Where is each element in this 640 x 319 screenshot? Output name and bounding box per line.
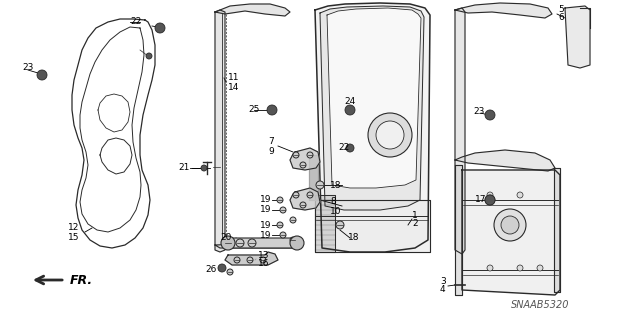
- Text: 17: 17: [475, 196, 486, 204]
- Polygon shape: [309, 155, 318, 200]
- Circle shape: [221, 236, 235, 250]
- Polygon shape: [215, 4, 290, 16]
- Polygon shape: [315, 3, 430, 252]
- Text: FR.: FR.: [70, 273, 93, 286]
- Circle shape: [247, 257, 253, 263]
- Circle shape: [485, 195, 495, 205]
- Text: 3: 3: [440, 278, 445, 286]
- Text: 23: 23: [473, 108, 484, 116]
- Circle shape: [307, 192, 313, 198]
- Polygon shape: [290, 148, 320, 170]
- Circle shape: [376, 121, 404, 149]
- Text: 26: 26: [205, 265, 216, 275]
- Text: 24: 24: [344, 98, 355, 107]
- Circle shape: [293, 192, 299, 198]
- Text: 4: 4: [440, 286, 445, 294]
- Polygon shape: [565, 6, 590, 68]
- Circle shape: [368, 113, 412, 157]
- Text: 1: 1: [412, 211, 418, 219]
- Circle shape: [316, 181, 324, 189]
- Circle shape: [517, 265, 523, 271]
- Circle shape: [260, 257, 266, 263]
- Polygon shape: [327, 8, 421, 188]
- Circle shape: [277, 197, 283, 203]
- Circle shape: [336, 221, 344, 229]
- Text: 18: 18: [348, 234, 360, 242]
- Text: 6: 6: [558, 13, 564, 23]
- Circle shape: [267, 105, 277, 115]
- Circle shape: [485, 110, 495, 120]
- Text: 22: 22: [130, 18, 141, 26]
- Circle shape: [224, 239, 232, 247]
- Text: 19: 19: [260, 205, 271, 214]
- Polygon shape: [455, 8, 465, 254]
- Circle shape: [146, 53, 152, 59]
- Polygon shape: [290, 188, 320, 210]
- Circle shape: [307, 152, 313, 158]
- Circle shape: [236, 239, 244, 247]
- Circle shape: [234, 257, 240, 263]
- Circle shape: [290, 236, 304, 250]
- Text: 15: 15: [68, 233, 79, 241]
- Polygon shape: [455, 165, 462, 295]
- Circle shape: [201, 165, 207, 171]
- Circle shape: [345, 105, 355, 115]
- Polygon shape: [225, 252, 278, 265]
- Polygon shape: [462, 170, 560, 295]
- Text: 14: 14: [228, 83, 239, 92]
- Circle shape: [280, 207, 286, 213]
- Circle shape: [346, 144, 354, 152]
- Text: 16: 16: [258, 258, 269, 268]
- Circle shape: [218, 264, 226, 272]
- Text: SNAAB5320: SNAAB5320: [511, 300, 569, 310]
- Text: 25: 25: [248, 106, 259, 115]
- Text: 5: 5: [558, 5, 564, 14]
- Text: 20: 20: [220, 234, 232, 242]
- Text: 9: 9: [268, 146, 274, 155]
- Circle shape: [37, 70, 47, 80]
- FancyBboxPatch shape: [224, 238, 301, 248]
- Text: 2: 2: [412, 219, 418, 228]
- Text: 18: 18: [330, 181, 342, 189]
- Circle shape: [248, 239, 256, 247]
- Text: 19: 19: [260, 196, 271, 204]
- Circle shape: [487, 192, 493, 198]
- Text: 10: 10: [330, 206, 342, 216]
- Text: 21: 21: [178, 164, 189, 173]
- Polygon shape: [315, 200, 430, 252]
- Circle shape: [290, 237, 296, 243]
- Text: 12: 12: [68, 224, 79, 233]
- Circle shape: [487, 265, 493, 271]
- Circle shape: [280, 232, 286, 238]
- Polygon shape: [315, 195, 335, 252]
- Text: 19: 19: [260, 220, 271, 229]
- Polygon shape: [215, 242, 300, 248]
- Text: 23: 23: [22, 63, 33, 72]
- Circle shape: [227, 269, 233, 275]
- Text: 22: 22: [338, 144, 349, 152]
- Circle shape: [494, 209, 526, 241]
- Polygon shape: [455, 3, 552, 18]
- Text: 19: 19: [260, 231, 271, 240]
- Text: 11: 11: [228, 73, 239, 83]
- Polygon shape: [455, 150, 555, 171]
- Circle shape: [501, 216, 519, 234]
- Circle shape: [277, 222, 283, 228]
- Circle shape: [290, 217, 296, 223]
- Circle shape: [485, 195, 495, 205]
- Circle shape: [155, 23, 165, 33]
- Text: 8: 8: [330, 197, 336, 206]
- Polygon shape: [215, 10, 225, 252]
- Circle shape: [537, 265, 543, 271]
- Polygon shape: [554, 168, 560, 292]
- Circle shape: [300, 162, 306, 168]
- Polygon shape: [320, 6, 424, 210]
- Circle shape: [517, 192, 523, 198]
- Text: 13: 13: [258, 250, 269, 259]
- Circle shape: [293, 152, 299, 158]
- Circle shape: [300, 202, 306, 208]
- Text: 7: 7: [268, 137, 274, 146]
